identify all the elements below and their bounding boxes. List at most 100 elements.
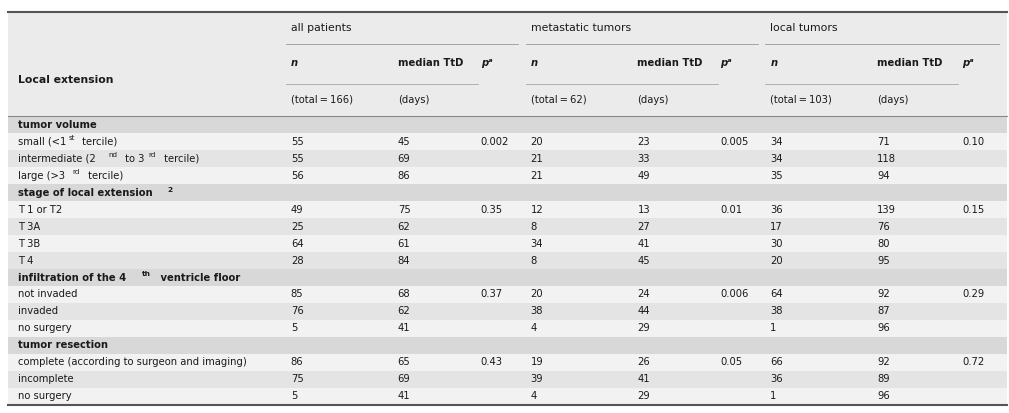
Text: tercile): tercile) bbox=[161, 154, 200, 164]
Text: 19: 19 bbox=[531, 357, 543, 367]
Bar bbox=[8, 354, 1007, 371]
Text: 20: 20 bbox=[531, 290, 543, 299]
Text: 1: 1 bbox=[770, 391, 777, 401]
Text: all patients: all patients bbox=[291, 23, 351, 33]
Text: 65: 65 bbox=[398, 357, 411, 367]
Bar bbox=[8, 133, 1007, 150]
Text: 139: 139 bbox=[877, 205, 896, 215]
Bar bbox=[8, 150, 1007, 167]
Text: 84: 84 bbox=[398, 256, 411, 266]
Text: 21: 21 bbox=[531, 171, 543, 181]
Bar bbox=[8, 235, 1007, 252]
Text: 33: 33 bbox=[638, 154, 650, 164]
Text: pᵃ: pᵃ bbox=[720, 58, 733, 68]
Text: 41: 41 bbox=[398, 323, 411, 333]
Text: 34: 34 bbox=[531, 239, 543, 249]
Bar bbox=[8, 320, 1007, 337]
Text: 85: 85 bbox=[291, 290, 304, 299]
Text: 45: 45 bbox=[398, 137, 411, 147]
Text: 56: 56 bbox=[291, 171, 304, 181]
Text: 13: 13 bbox=[638, 205, 650, 215]
Text: 34: 34 bbox=[770, 154, 783, 164]
Text: nd: nd bbox=[108, 152, 117, 158]
Bar bbox=[8, 269, 1007, 286]
Bar bbox=[8, 184, 1007, 201]
Text: pᵃ: pᵃ bbox=[480, 58, 492, 68]
Text: 0.29: 0.29 bbox=[963, 290, 985, 299]
Text: 20: 20 bbox=[770, 256, 783, 266]
Bar bbox=[8, 167, 1007, 184]
Text: intermediate (2: intermediate (2 bbox=[18, 154, 96, 164]
Text: 76: 76 bbox=[291, 306, 304, 316]
Text: 0.37: 0.37 bbox=[480, 290, 502, 299]
Text: 1: 1 bbox=[770, 323, 777, 333]
Text: invaded: invaded bbox=[18, 306, 59, 316]
Text: median TtD: median TtD bbox=[877, 58, 942, 68]
Text: 68: 68 bbox=[398, 290, 411, 299]
Text: to 3: to 3 bbox=[121, 154, 144, 164]
Text: 23: 23 bbox=[638, 137, 650, 147]
Text: rd: rd bbox=[148, 152, 156, 158]
Text: 28: 28 bbox=[291, 256, 304, 266]
Text: 5: 5 bbox=[291, 391, 298, 401]
Text: 95: 95 bbox=[877, 256, 890, 266]
Text: T 1 or T2: T 1 or T2 bbox=[18, 205, 63, 215]
Text: 89: 89 bbox=[877, 374, 890, 384]
Text: 0.05: 0.05 bbox=[720, 357, 743, 367]
Text: 0.002: 0.002 bbox=[480, 137, 509, 147]
Text: Local extension: Local extension bbox=[18, 75, 114, 85]
Text: 96: 96 bbox=[877, 391, 890, 401]
Text: T 3A: T 3A bbox=[18, 222, 40, 232]
Text: 86: 86 bbox=[291, 357, 304, 367]
Text: 96: 96 bbox=[877, 323, 890, 333]
Text: 49: 49 bbox=[291, 205, 304, 215]
Text: 5: 5 bbox=[291, 323, 298, 333]
Text: 44: 44 bbox=[638, 306, 650, 316]
Text: n: n bbox=[770, 58, 777, 68]
Bar bbox=[8, 252, 1007, 269]
Text: 0.35: 0.35 bbox=[480, 205, 502, 215]
Text: 34: 34 bbox=[770, 137, 783, 147]
Text: incomplete: incomplete bbox=[18, 374, 74, 384]
Text: 26: 26 bbox=[638, 357, 650, 367]
Text: 92: 92 bbox=[877, 357, 890, 367]
Text: 21: 21 bbox=[531, 154, 543, 164]
Text: 0.43: 0.43 bbox=[480, 357, 502, 367]
Text: 0.01: 0.01 bbox=[720, 205, 743, 215]
Text: 38: 38 bbox=[531, 306, 543, 316]
Bar bbox=[8, 371, 1007, 388]
Text: rd: rd bbox=[72, 169, 80, 175]
Text: 86: 86 bbox=[398, 171, 411, 181]
Text: 64: 64 bbox=[291, 239, 304, 249]
Text: 25: 25 bbox=[291, 222, 304, 232]
Text: stage of local extension: stage of local extension bbox=[18, 188, 152, 198]
Text: 8: 8 bbox=[531, 222, 537, 232]
Text: 35: 35 bbox=[770, 171, 783, 181]
Text: (days): (days) bbox=[398, 95, 429, 105]
Text: 27: 27 bbox=[638, 222, 650, 232]
Bar bbox=[8, 201, 1007, 218]
Text: small (<1: small (<1 bbox=[18, 137, 67, 147]
Text: 30: 30 bbox=[770, 239, 783, 249]
Text: median TtD: median TtD bbox=[398, 58, 463, 68]
Text: 64: 64 bbox=[770, 290, 783, 299]
Text: T 4: T 4 bbox=[18, 256, 33, 266]
Text: 55: 55 bbox=[291, 154, 304, 164]
Bar bbox=[8, 116, 1007, 133]
Text: 2: 2 bbox=[167, 187, 173, 192]
Text: 29: 29 bbox=[638, 323, 650, 333]
Text: (days): (days) bbox=[877, 95, 908, 105]
Text: tumor resection: tumor resection bbox=[18, 340, 108, 350]
Text: 71: 71 bbox=[877, 137, 890, 147]
Text: 55: 55 bbox=[291, 137, 304, 147]
Text: 4: 4 bbox=[531, 391, 537, 401]
Text: 39: 39 bbox=[531, 374, 543, 384]
Text: 80: 80 bbox=[877, 239, 890, 249]
Text: 24: 24 bbox=[638, 290, 650, 299]
Text: (total = 103): (total = 103) bbox=[770, 95, 832, 105]
Text: 94: 94 bbox=[877, 171, 890, 181]
Text: 38: 38 bbox=[770, 306, 783, 316]
Text: 61: 61 bbox=[398, 239, 411, 249]
Text: complete (according to surgeon and imaging): complete (according to surgeon and imagi… bbox=[18, 357, 247, 367]
Text: 75: 75 bbox=[398, 205, 411, 215]
